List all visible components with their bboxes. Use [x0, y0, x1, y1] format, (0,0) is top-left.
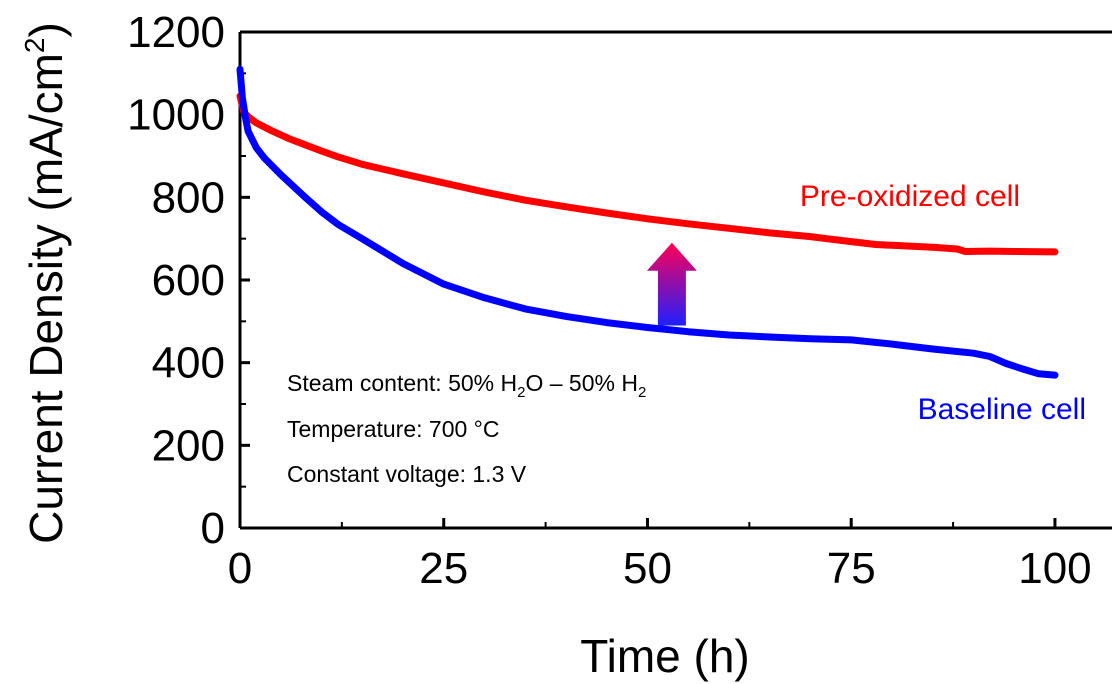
- series-line-baseline-cell: [236, 65, 1059, 379]
- series-lines: [236, 65, 1059, 379]
- y-axis-title-sup: 2: [19, 38, 50, 54]
- steam-sub2: 2: [638, 384, 646, 401]
- y-tick-label: 200: [152, 421, 225, 470]
- steam-prefix: Steam content: 50% H: [287, 370, 517, 396]
- improvement-arrow-layer: [646, 242, 697, 326]
- y-tick-label: 1200: [127, 8, 225, 57]
- y-axis-title-tail: ): [20, 22, 72, 37]
- series-line-pre-oxidized-cell: [236, 92, 1059, 256]
- annotation-voltage: Constant voltage: 1.3 V: [287, 461, 527, 487]
- y-axis-title-main: Current Density (mA/cm: [20, 53, 72, 544]
- x-axis-title: Time (h): [580, 630, 750, 682]
- y-tick-label: 1000: [127, 91, 225, 140]
- y-tick-label: 0: [201, 504, 225, 553]
- y-tick-label: 800: [152, 173, 225, 222]
- y-axis-title: Current Density (mA/cm2): [19, 22, 72, 544]
- x-tick-label: 100: [1018, 544, 1091, 593]
- up-arrow-icon: [646, 242, 697, 326]
- annotation-steam: Steam content: 50% H2O – 50% H2: [287, 370, 646, 401]
- y-tick-label: 600: [152, 256, 225, 305]
- y-tick-label: 400: [152, 339, 225, 388]
- steam-mid: O – 50% H: [525, 370, 638, 396]
- x-tick-label: 50: [623, 544, 672, 593]
- x-tick-label: 0: [228, 544, 252, 593]
- label-pre-oxidized: Pre-oxidized cell: [800, 180, 1020, 213]
- x-tick-label: 25: [419, 544, 468, 593]
- steam-sub1: 2: [517, 384, 525, 401]
- label-baseline: Baseline cell: [918, 393, 1086, 426]
- annotation-temperature: Temperature: 700 °C: [287, 416, 499, 442]
- x-tick-label: 75: [827, 544, 876, 593]
- ticks: [238, 30, 1057, 530]
